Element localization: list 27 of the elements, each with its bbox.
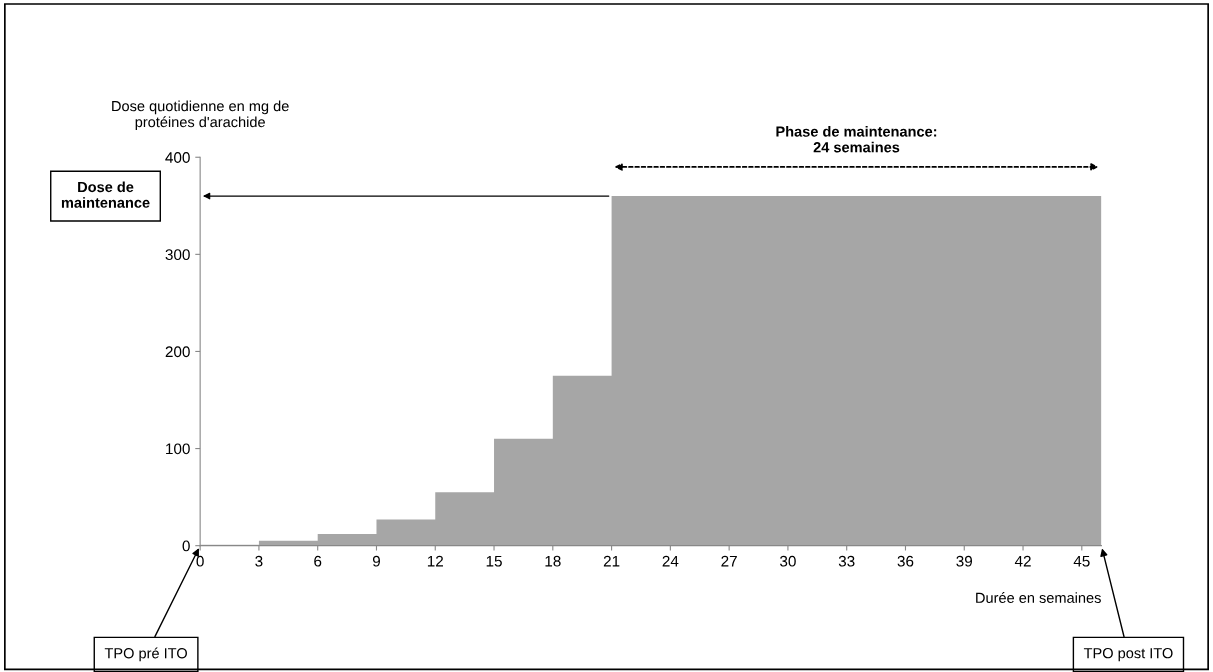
x-tick-label: 27 xyxy=(721,555,737,567)
x-tick-label: 9 xyxy=(372,555,380,567)
y-tick-label: 0 xyxy=(182,540,190,552)
x-axis-title: Durée en semaines xyxy=(976,592,1101,603)
text: TPO post ITO xyxy=(1083,648,1173,662)
x-tick-label: 36 xyxy=(897,555,914,567)
x-tick-label: 24 xyxy=(662,555,679,567)
x-tick-label: 6 xyxy=(314,555,322,567)
x-tick-label: 42 xyxy=(1014,555,1031,567)
x-tick-label: 3 xyxy=(255,555,263,567)
y-tick-label: 300 xyxy=(165,249,190,261)
x-tick-label: 30 xyxy=(780,555,796,567)
x-tick-label: 45 xyxy=(1073,555,1090,567)
x-tick-label: 0 xyxy=(196,555,204,567)
text: Phase de maintenance: 24 semaines xyxy=(776,126,937,153)
y-tick-label: 200 xyxy=(165,346,190,358)
x-tick-label: 39 xyxy=(956,555,973,567)
x-tick-label: 12 xyxy=(427,555,443,567)
text: Dose de maintenance xyxy=(61,181,150,208)
x-tick-label: 21 xyxy=(603,555,620,567)
y-axis-title: Dose quotidienne en mg de protéines d'arachide xyxy=(112,100,289,131)
x-tick-label: 18 xyxy=(545,555,561,567)
x-tick-label: 33 xyxy=(838,555,855,567)
text: TPO pré ITO xyxy=(104,647,187,662)
y-tick-label: 100 xyxy=(166,443,190,455)
x-tick-label: 15 xyxy=(486,555,502,567)
y-tick-label: 400 xyxy=(165,152,190,163)
